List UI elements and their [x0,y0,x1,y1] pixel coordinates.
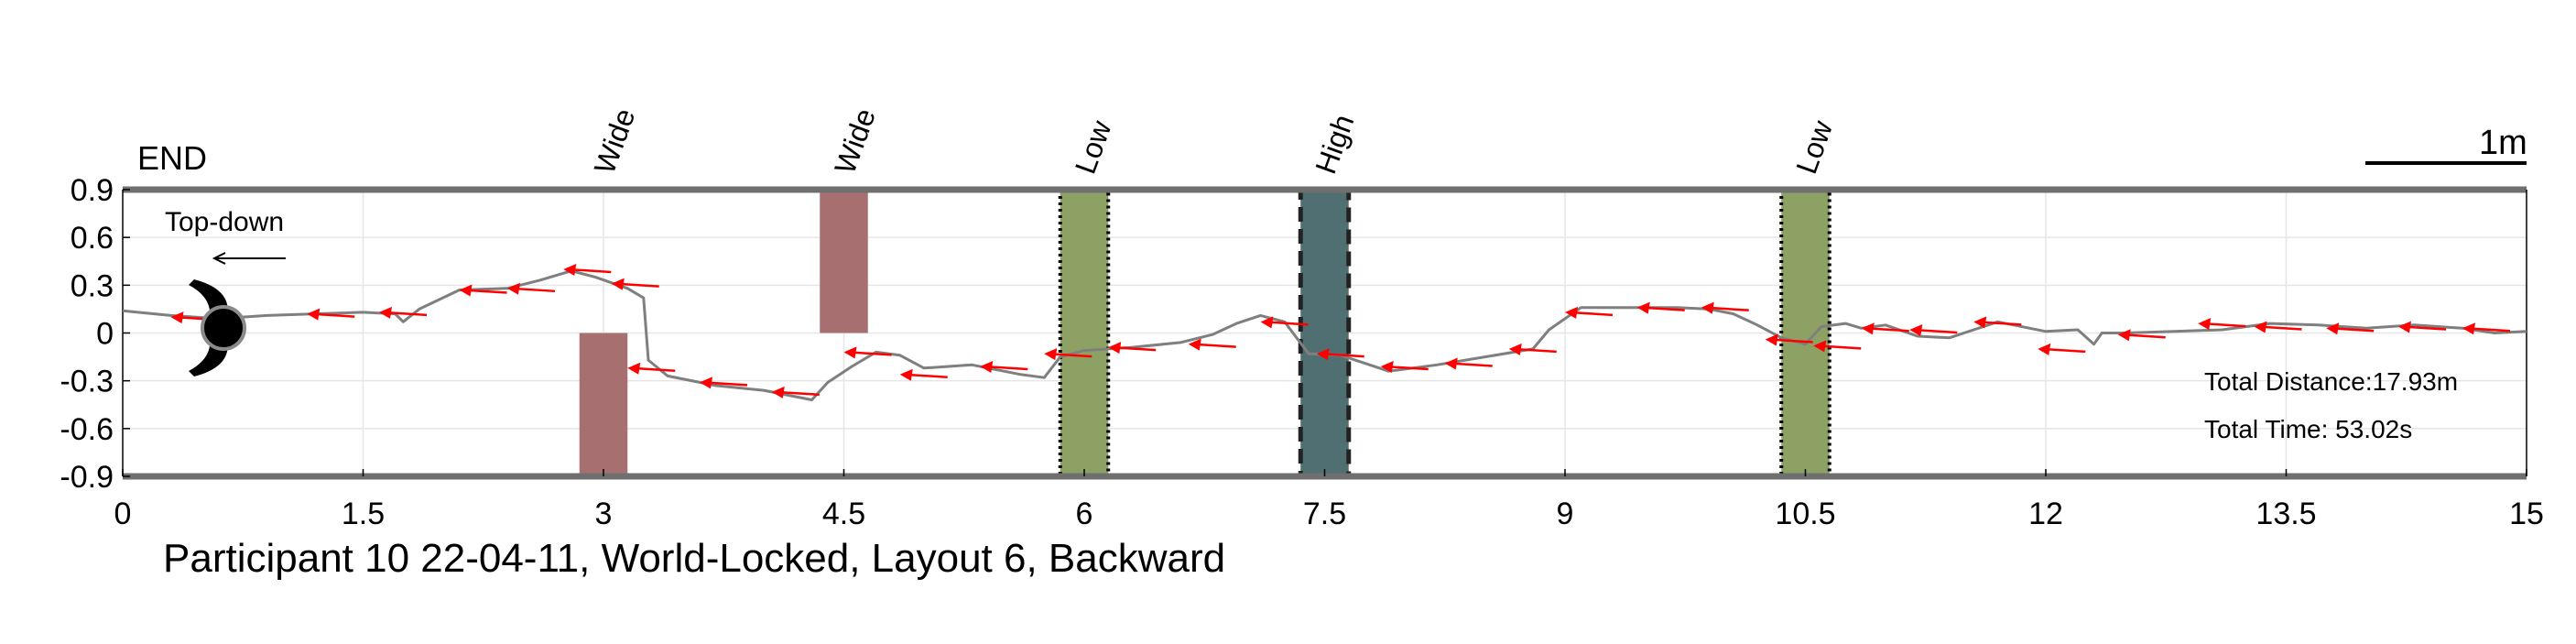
x-tick-label: 6 [1076,497,1093,531]
direction-arrow [379,306,428,319]
y-tick-label: -0.3 [60,365,114,399]
direction-arrow [1188,338,1236,351]
direction-arrow [459,284,507,297]
direction-arrow [1508,343,1557,355]
chart-title: Participant 10 22-04-11, World-Locked, L… [163,536,1225,581]
top-down-label: Top-down [165,207,284,237]
y-tick-label: 0.3 [71,268,114,303]
obstacle-label: High [1309,110,1360,178]
y-tick-label: 0 [96,317,114,352]
direction-arrow [2462,322,2511,335]
y-tick-label: 0.6 [71,221,114,256]
obstacle-wide [820,190,868,333]
direction-arrow [1636,301,1685,314]
participant-avatar-icon [189,279,246,377]
y-tick-label: -0.6 [60,412,114,447]
direction-arrow [627,362,676,375]
x-tick-label: 9 [1557,497,1574,531]
direction-arrows [170,263,2511,398]
y-tick-label: -0.9 [60,460,114,495]
obstacle-high [1298,187,1352,479]
x-tick-label: 3 [595,497,613,531]
obstacle-label: Wide [588,104,642,179]
x-tick-label: 7.5 [1303,497,1346,531]
direction-arrow [700,377,748,389]
obstacle-low [1058,188,1111,478]
scale-bar: 1m [2365,124,2527,165]
direction-arrow [2198,318,2246,331]
direction-arrow [2398,321,2447,333]
direction-arrow [1444,357,1493,370]
direction-arrow [2038,343,2086,355]
direction-arrow [563,263,612,276]
scale-bar-label: 1m [2479,124,2527,162]
direction-arrow [507,282,556,295]
end-label: END [137,139,207,177]
x-tick-label: 4.5 [822,497,865,531]
direction-arrow [1973,316,2022,329]
direction-arrow [1316,348,1364,361]
obstacle-label: Low [1069,115,1118,178]
direction-arrow [307,308,355,321]
direction-arrow [1565,306,1614,319]
total-distance-label: Total Distance:17.93m [2204,367,2458,396]
x-tick-label: 10.5 [1775,497,1835,531]
tick-labels: 0 1.5 3 4.5 6 7.5 9 10.5 12 13.5 15 0.9 0.6 0.3 0 -0.3 -… [60,173,2544,531]
obstacles: Wide Wide Low High Low [579,104,1839,479]
direction-arrow [1861,322,1909,335]
direction-arrow [611,278,659,290]
obstacle-low [1779,188,1831,478]
direction-arrow [1909,324,1958,337]
direction-arrow [899,368,948,381]
direction-arrow [2117,329,2166,342]
top-down-arrow-icon [212,252,286,265]
direction-arrow [980,361,1028,374]
total-time-label: Total Time: 53.02s [2204,415,2412,443]
direction-arrow [1813,340,1862,353]
direction-arrow [2254,321,2302,333]
direction-arrow [1380,361,1429,374]
direction-arrow [1044,348,1092,361]
y-tick-label: 0.9 [71,173,114,208]
obstacle-label: Low [1789,115,1839,178]
direction-arrow [1701,301,1749,314]
direction-arrow [1765,333,1813,346]
direction-arrow [2326,322,2375,335]
x-tick-label: 0 [114,497,132,531]
direction-arrow [1108,342,1157,355]
direction-arrow [843,346,892,359]
x-tick-label: 13.5 [2255,497,2316,531]
x-tick-label: 1.5 [342,497,385,531]
obstacle-label: Wide [828,104,882,179]
direction-arrow [771,386,820,398]
obstacle-wide [579,333,628,476]
x-tick-label: 12 [2028,497,2063,531]
x-tick-label: 15 [2509,497,2544,531]
direction-arrow [1260,316,1309,329]
